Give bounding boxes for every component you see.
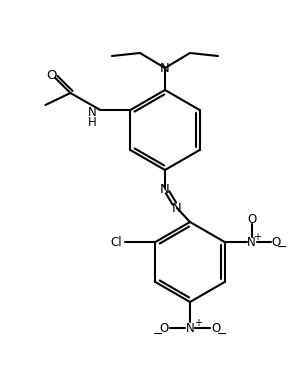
Text: O: O <box>271 236 280 249</box>
Text: N: N <box>160 62 170 74</box>
Text: −: − <box>277 241 287 254</box>
Text: N: N <box>160 183 170 196</box>
Text: O: O <box>46 69 57 82</box>
Text: −: − <box>217 327 227 341</box>
Text: Cl: Cl <box>111 236 122 249</box>
Text: N: N <box>88 105 96 118</box>
Text: O: O <box>247 212 256 225</box>
Text: N: N <box>186 321 194 334</box>
Text: +: + <box>194 318 202 328</box>
Text: N: N <box>172 201 182 214</box>
Text: −: − <box>153 327 163 341</box>
Text: O: O <box>211 321 221 334</box>
Text: +: + <box>253 232 261 242</box>
Text: O: O <box>159 321 168 334</box>
Text: N: N <box>247 236 256 249</box>
Text: H: H <box>88 116 96 129</box>
